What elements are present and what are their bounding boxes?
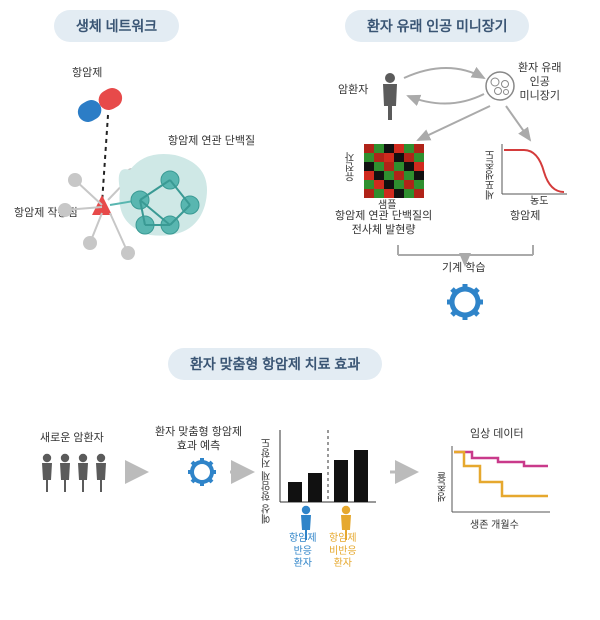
panel1-svg (20, 55, 290, 305)
dose-x: 농도 (530, 196, 548, 209)
heatmap-y: 유전자 (346, 152, 359, 182)
people-icons (42, 454, 106, 492)
panel1-header: 생체 네트워크 (54, 10, 179, 42)
responder-icon (301, 506, 311, 540)
heatmap (364, 144, 424, 198)
organoid-icon (486, 72, 514, 100)
heatmap-x: 샘플 (378, 200, 396, 213)
nonresponder-icon (341, 506, 351, 540)
panel2-svg (318, 50, 600, 380)
bar-chart (280, 430, 376, 502)
dose-y: 세포생존도 (486, 150, 499, 200)
survival-chart (452, 446, 550, 512)
panel2-header: 환자 유래 인공 미니장기 (345, 10, 529, 42)
panel3-svg (12, 400, 592, 620)
dose-response (502, 144, 567, 194)
gear-icon (447, 284, 483, 320)
gear-small-icon (188, 458, 216, 486)
patient-icon (383, 73, 397, 120)
